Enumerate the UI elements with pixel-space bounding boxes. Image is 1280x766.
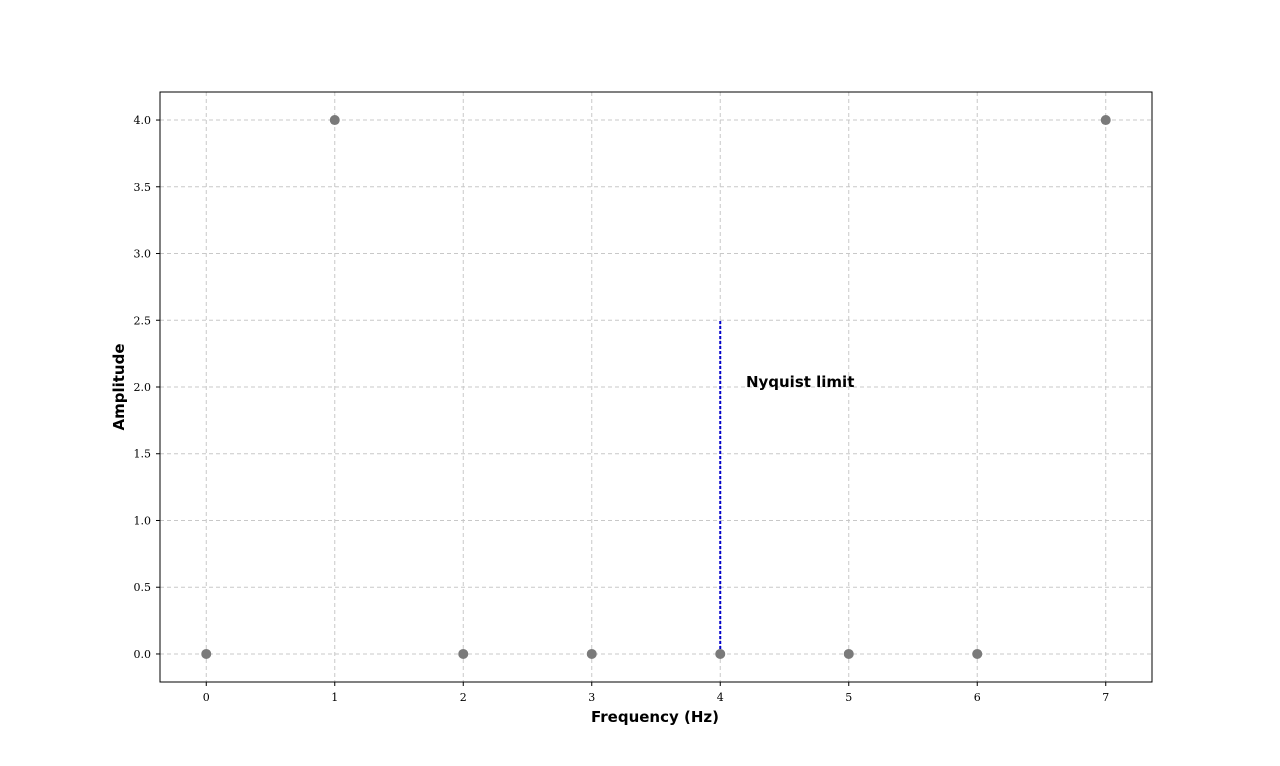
- data-point: [201, 648, 212, 659]
- plot-frame: [159, 91, 1153, 683]
- x-tick-label: 2: [460, 691, 467, 704]
- y-axis-label: Amplitude: [110, 343, 128, 430]
- x-tick-label: 7: [1102, 691, 1109, 704]
- x-tick-label: 6: [974, 691, 981, 704]
- y-tick-label: 2.0: [134, 381, 152, 394]
- x-tick-label: 0: [203, 691, 210, 704]
- y-tick-label: 3.5: [134, 181, 152, 194]
- x-tick-label: 3: [588, 691, 595, 704]
- data-point: [586, 648, 597, 659]
- grid: [160, 92, 1152, 682]
- data-point: [1100, 115, 1111, 126]
- x-axis-label: Frequency (Hz): [591, 708, 719, 726]
- x-tick-label: 4: [717, 691, 724, 704]
- y-tick-label: 1.5: [134, 448, 152, 461]
- y-tick-label: 4.0: [134, 114, 152, 127]
- data-point: [715, 648, 726, 659]
- y-tick-label: 3.0: [134, 248, 152, 261]
- data-point: [972, 648, 983, 659]
- nyquist-annotation: Nyquist limit: [746, 373, 854, 391]
- data-point: [458, 648, 469, 659]
- y-tick-label: 2.5: [134, 314, 152, 327]
- x-tick-label: 5: [845, 691, 852, 704]
- x-tick-label: 1: [331, 691, 338, 704]
- y-tick-label: 0.5: [134, 581, 152, 594]
- y-tick-label: 0.0: [134, 648, 152, 661]
- x-axis-ticks: 0 1 2 3 4 5 6 7: [203, 682, 1109, 704]
- data-point: [843, 648, 854, 659]
- y-tick-label: 1.0: [134, 514, 152, 527]
- data-point: [329, 115, 340, 126]
- y-axis-ticks: 0.0 0.5 1.0 1.5 2.0 2.5 3.0 3.5 4.0: [134, 114, 160, 661]
- data-points: [201, 115, 1111, 659]
